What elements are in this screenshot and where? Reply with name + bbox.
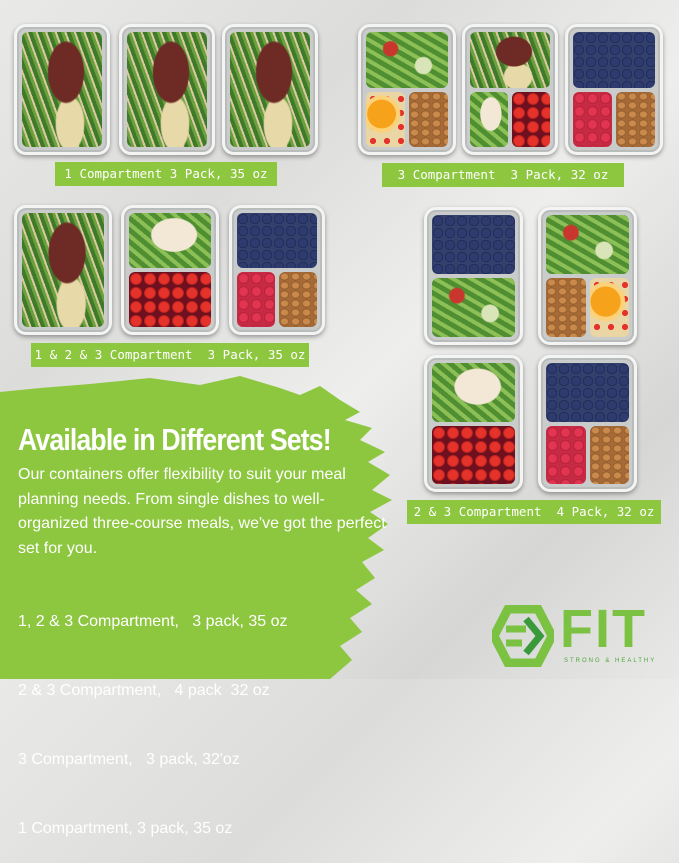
container-2-compartment xyxy=(121,205,219,335)
container-3-compartment xyxy=(358,24,456,155)
set-label: 1 & 2 & 3 Compartment 3 Pack, 35 oz xyxy=(31,343,309,367)
set-label: 2 & 3 Compartment 4 Pack, 32 oz xyxy=(407,500,661,524)
container-3-compartment xyxy=(538,207,637,345)
promo-body: Our containers offer flexibility to suit… xyxy=(18,466,386,557)
container-1-compartment xyxy=(14,24,110,155)
logo-tagline: STRONG & HEALTHY xyxy=(564,658,657,664)
set-list: 1, 2 & 3 Compartment, 3 pack, 35 oz 2 & … xyxy=(18,564,287,863)
green-brush-splash xyxy=(0,376,392,679)
container-1-compartment xyxy=(222,24,318,155)
promo-heading: Available in Different Sets! xyxy=(18,422,332,457)
brand-logo: FIT STRONG & HEALTHY xyxy=(492,599,667,670)
container-3-compartment xyxy=(229,205,325,335)
container-2-compartment xyxy=(424,355,523,492)
fit-hexagon-logo-icon xyxy=(492,605,554,667)
logo-wordmark: FIT xyxy=(560,599,647,659)
set-list-item: 1 Compartment, 3 pack, 35 oz xyxy=(18,820,233,837)
container-3-compartment xyxy=(538,355,637,492)
container-2-compartment xyxy=(424,207,523,345)
container-3-compartment xyxy=(462,24,558,155)
container-3-compartment xyxy=(565,24,663,155)
set-list-item: 3 Compartment, 3 pack, 32'oz xyxy=(18,751,240,768)
set-list-item: 2 & 3 Compartment, 4 pack 32 oz xyxy=(18,682,270,699)
set-label: 3 Compartment 3 Pack, 32 oz xyxy=(382,163,624,187)
container-1-compartment xyxy=(119,24,215,155)
set-label: 1 Compartment 3 Pack, 35 oz xyxy=(55,162,277,186)
container-1-compartment xyxy=(14,205,112,335)
set-list-item: 1, 2 & 3 Compartment, 3 pack, 35 oz xyxy=(18,613,288,630)
